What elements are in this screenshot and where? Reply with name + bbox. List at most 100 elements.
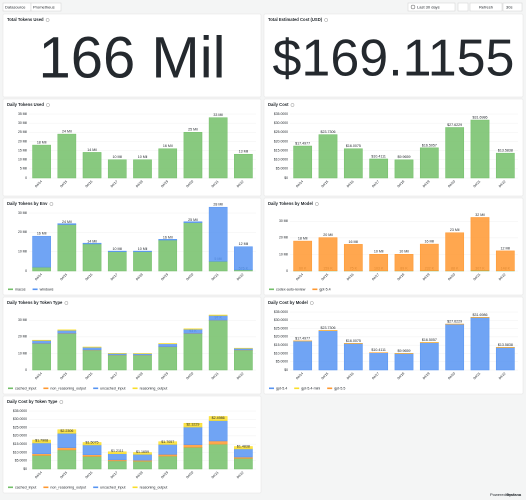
panel-title: Daily Tokens by Env: [7, 201, 48, 206]
bar-segment: [369, 352, 389, 371]
info-icon: [49, 202, 54, 206]
x-tick-label: 04/16: [346, 179, 355, 188]
bar-segment: [158, 239, 178, 272]
x-tick-label: 04/14: [34, 371, 43, 380]
bar-segment: [57, 333, 77, 371]
bar-segment: [394, 254, 414, 272]
value-label: 10 Mil: [399, 250, 409, 254]
x-tick-label: 04/16: [85, 470, 94, 479]
panel-title: Daily Tokens Used: [7, 102, 44, 107]
bar-segment: [234, 246, 253, 271]
refresh-interval[interactable]: [502, 2, 523, 12]
bar-segment: [183, 426, 203, 445]
y-tick-label: $5.0000: [276, 360, 288, 364]
panel-title: Total Estimated Cost (USD): [268, 17, 323, 22]
value-label: 12 Mil: [501, 246, 511, 250]
x-tick-label: 04/16: [85, 371, 94, 380]
value-label: 10 Mil: [138, 155, 148, 159]
legend-swatch: [312, 288, 318, 291]
legend-label: cached_input: [15, 485, 36, 489]
legend-label: non_reasoning_output: [50, 485, 86, 489]
panel: [2, 13, 262, 98]
value-label: 18 Mil: [37, 141, 47, 145]
bar-segment: [234, 153, 253, 179]
time-range: Last 30 days: [417, 4, 440, 9]
bar-segment: [318, 134, 338, 179]
info-icon: [324, 18, 328, 22]
time-picker[interactable]: [407, 2, 456, 12]
value-label: $1.1659: [136, 450, 149, 454]
x-tick-label: 04/15: [59, 371, 68, 380]
y-tick-label: 30 Mil: [18, 121, 27, 125]
bar-segment: [369, 158, 389, 179]
y-tick-label: $30.0000: [13, 417, 27, 421]
bar-segment: [107, 251, 127, 272]
x-tick-label: 04/19: [160, 272, 169, 281]
y-tick-label: $5.0000: [276, 167, 288, 171]
bar-segment: [470, 119, 490, 179]
x-tick-label: 04/15: [59, 179, 68, 188]
y-tick-label: $10.0000: [274, 351, 288, 355]
x-tick-label: 04/14: [34, 470, 43, 479]
bar-segment: [208, 416, 228, 421]
bar-segment: [82, 349, 102, 371]
y-tick-label: $25.0000: [274, 326, 288, 330]
bar-segment: [208, 117, 228, 179]
value-label: $9.9659: [398, 155, 411, 159]
value-label: $2.4986: [212, 416, 225, 420]
y-tick-label: 0: [25, 176, 27, 180]
bar-segment: [293, 145, 313, 179]
bar-segment: [343, 148, 363, 179]
value-label: 25 Mil: [188, 218, 198, 222]
bar-segment: [32, 455, 51, 470]
bar-segment: [133, 354, 152, 371]
legend-label: reasoning_output: [140, 386, 168, 390]
y-tick-label: $25.0000: [274, 130, 288, 134]
y-tick-label: $5.0000: [15, 459, 27, 463]
y-tick-label: 5 Mil: [20, 167, 27, 171]
bar-segment: [82, 442, 102, 446]
x-tick-label: 04/15: [320, 179, 329, 188]
value-label: $1.2111: [111, 449, 123, 453]
stat-value: $169.1155: [273, 30, 515, 88]
bar-segment: [57, 223, 77, 225]
panel-title: Daily Tokens by Model: [268, 201, 313, 206]
bar-segment: [133, 460, 152, 470]
bar-segment: [82, 347, 102, 351]
value-label: $10.4111: [371, 154, 385, 158]
refresh-button[interactable]: [469, 2, 503, 12]
y-tick-label: 0: [25, 368, 27, 372]
bar-segment: [343, 343, 363, 371]
x-tick-label: 04/21: [211, 272, 220, 281]
bar-segment: [234, 458, 253, 470]
bar-segment: [293, 340, 313, 371]
bar-segment: [158, 239, 178, 241]
legend-label: non_reasoning_output: [50, 386, 86, 390]
bar-segment: [419, 243, 439, 271]
datasource-select[interactable]: [30, 2, 62, 12]
bar-segment: [32, 340, 51, 344]
x-tick-label: 04/20: [447, 371, 456, 380]
bar-segment: [234, 446, 253, 450]
value-label: 13 Mil: [239, 150, 249, 154]
value-label: 10 Mil: [374, 250, 384, 254]
x-tick-label: 04/18: [396, 179, 405, 188]
bar-segment: [183, 222, 203, 272]
zoom-out[interactable]: [457, 2, 469, 12]
x-tick-label: 04/14: [295, 179, 304, 188]
value-label: $1.7057: [161, 440, 174, 444]
bar-segment: [183, 221, 203, 223]
value-label: 10 Mil: [112, 155, 122, 159]
legend-swatch: [8, 387, 13, 390]
value-label: 14 Mil: [87, 148, 97, 152]
y-tick-label: $35.0000: [274, 112, 288, 116]
value-label: $31.6986: [473, 115, 488, 119]
x-tick-label: 04/17: [110, 470, 119, 479]
y-tick-label: 30 Mil: [18, 318, 27, 322]
y-tick-label: 0: [286, 269, 288, 273]
bar-segment: [208, 206, 228, 262]
y-tick-label: 15 Mil: [18, 148, 27, 152]
bar-segment: [495, 347, 515, 371]
bar-segment: [445, 323, 465, 371]
